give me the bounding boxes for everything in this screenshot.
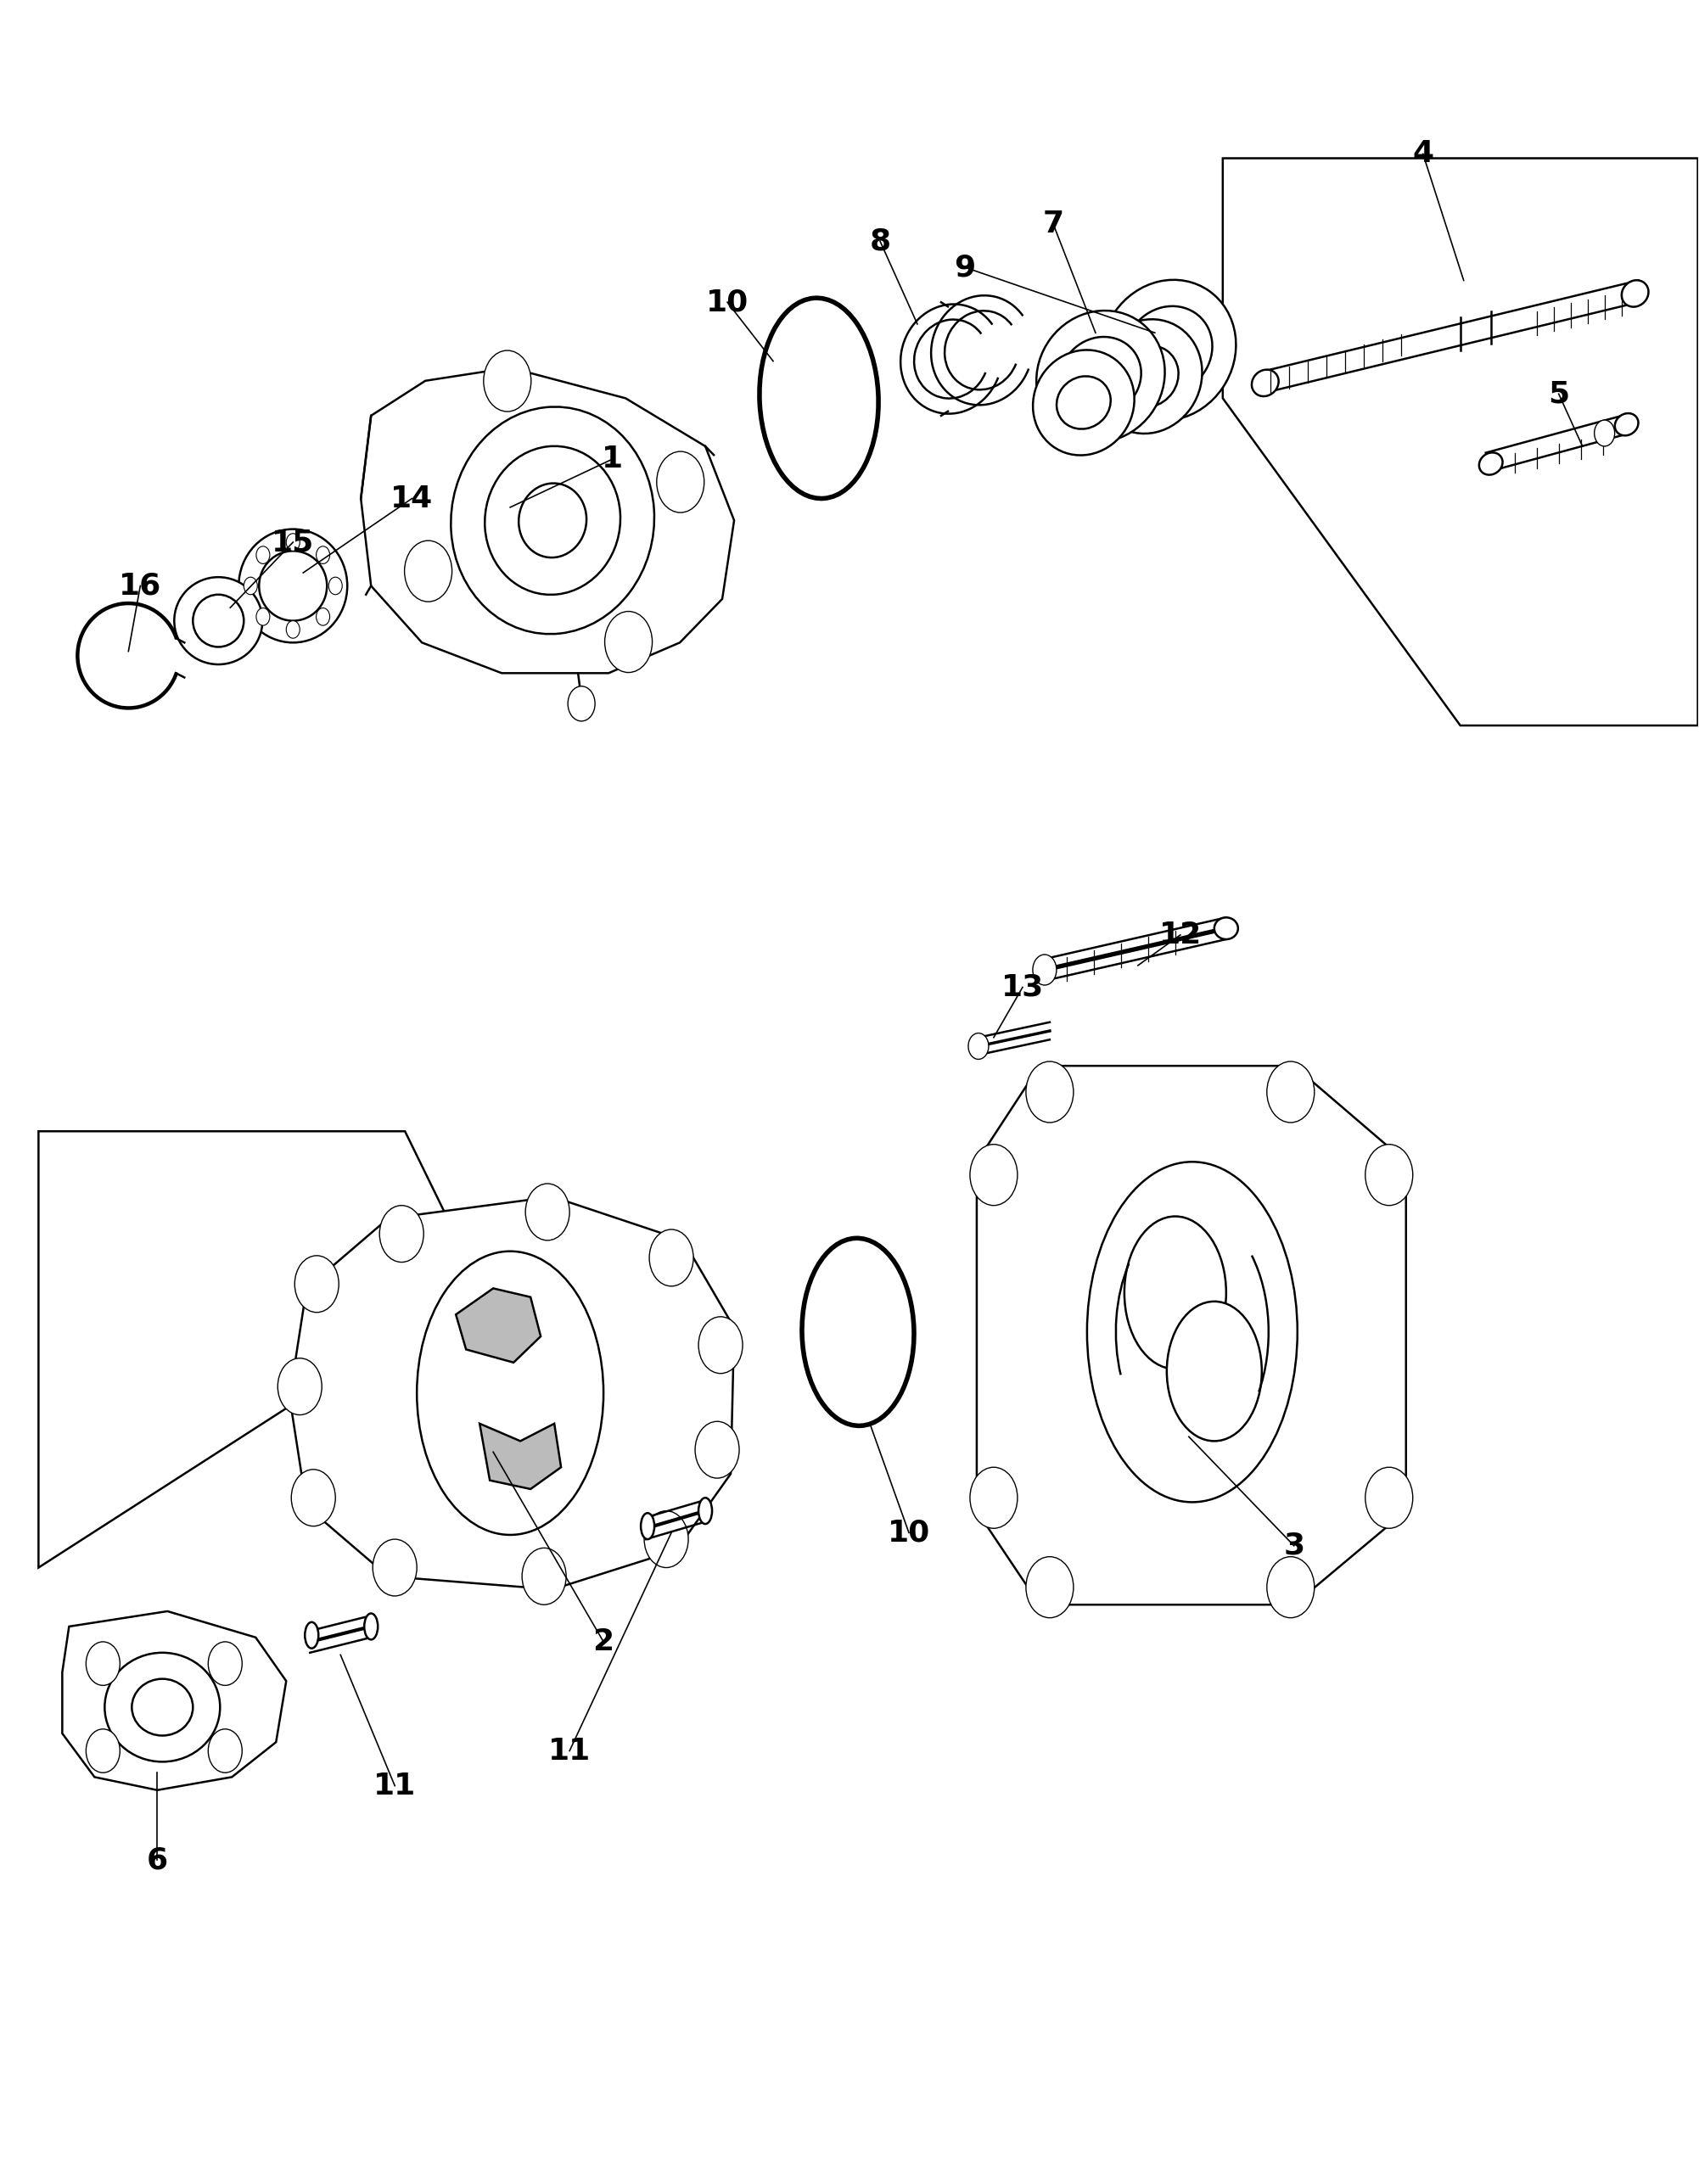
Ellipse shape [1215, 917, 1239, 939]
Ellipse shape [238, 529, 347, 642]
Circle shape [379, 1206, 423, 1262]
Circle shape [316, 607, 330, 625]
Circle shape [87, 1730, 121, 1773]
Ellipse shape [1057, 376, 1111, 428]
Ellipse shape [518, 483, 586, 557]
Text: 11: 11 [374, 1771, 416, 1800]
Text: 7: 7 [1043, 210, 1064, 238]
Text: 6: 6 [146, 1845, 168, 1874]
Text: 15: 15 [272, 529, 314, 557]
Ellipse shape [1118, 345, 1179, 406]
Ellipse shape [1149, 330, 1189, 369]
Ellipse shape [304, 1623, 318, 1649]
Circle shape [404, 542, 452, 601]
Ellipse shape [364, 1614, 377, 1640]
Circle shape [1026, 1557, 1074, 1618]
Circle shape [567, 686, 595, 721]
Ellipse shape [1167, 1302, 1262, 1441]
Circle shape [209, 1730, 241, 1773]
Circle shape [970, 1468, 1018, 1529]
Circle shape [1366, 1468, 1414, 1529]
Text: 12: 12 [1159, 919, 1201, 950]
Text: 13: 13 [1001, 972, 1043, 1002]
Circle shape [1594, 419, 1614, 446]
Circle shape [291, 1470, 335, 1527]
Text: 14: 14 [391, 485, 433, 513]
Ellipse shape [698, 1498, 712, 1524]
Text: 10: 10 [707, 288, 749, 317]
Circle shape [1267, 1557, 1315, 1618]
Text: 2: 2 [593, 1627, 613, 1655]
Ellipse shape [1033, 349, 1135, 454]
Circle shape [649, 1230, 693, 1286]
Ellipse shape [1094, 319, 1203, 435]
Text: 16: 16 [119, 572, 161, 601]
Circle shape [257, 546, 270, 563]
Polygon shape [360, 367, 734, 673]
Ellipse shape [450, 406, 654, 633]
Circle shape [372, 1540, 416, 1597]
Ellipse shape [1087, 1162, 1298, 1503]
Text: 9: 9 [955, 253, 975, 282]
Circle shape [294, 1256, 338, 1313]
Circle shape [316, 546, 330, 563]
Ellipse shape [1084, 358, 1118, 393]
Ellipse shape [175, 577, 262, 664]
Polygon shape [63, 1612, 285, 1791]
Text: 3: 3 [1283, 1531, 1305, 1559]
Text: 5: 5 [1548, 380, 1570, 408]
Ellipse shape [105, 1653, 221, 1762]
Ellipse shape [1036, 310, 1166, 441]
Ellipse shape [802, 1238, 914, 1426]
Ellipse shape [1060, 336, 1142, 415]
Circle shape [605, 612, 652, 673]
Ellipse shape [641, 1514, 654, 1540]
Ellipse shape [1252, 369, 1279, 395]
Polygon shape [479, 1424, 561, 1489]
Text: 8: 8 [870, 227, 890, 256]
Ellipse shape [1125, 306, 1213, 395]
Ellipse shape [1614, 413, 1638, 435]
Circle shape [209, 1642, 241, 1686]
Ellipse shape [416, 1251, 603, 1535]
Polygon shape [1223, 157, 1697, 725]
Circle shape [243, 577, 257, 594]
Circle shape [968, 1033, 989, 1059]
Circle shape [970, 1144, 1018, 1206]
Circle shape [656, 452, 703, 513]
Text: 1: 1 [601, 446, 622, 474]
Polygon shape [455, 1289, 540, 1363]
Circle shape [285, 620, 299, 638]
Circle shape [525, 1184, 569, 1241]
Ellipse shape [1101, 280, 1235, 422]
Ellipse shape [1125, 1216, 1227, 1369]
Circle shape [328, 577, 341, 594]
Circle shape [1267, 1061, 1315, 1123]
Polygon shape [39, 1131, 479, 1568]
Text: 11: 11 [549, 1736, 591, 1765]
Circle shape [1366, 1144, 1414, 1206]
Polygon shape [289, 1197, 734, 1590]
Polygon shape [977, 1066, 1407, 1605]
Circle shape [698, 1317, 742, 1374]
Text: 4: 4 [1412, 140, 1434, 168]
Circle shape [522, 1548, 566, 1605]
Ellipse shape [133, 1679, 194, 1736]
Ellipse shape [1621, 280, 1648, 306]
Circle shape [257, 607, 270, 625]
Ellipse shape [258, 550, 326, 620]
Circle shape [277, 1358, 321, 1415]
Ellipse shape [759, 297, 878, 498]
Circle shape [87, 1642, 121, 1686]
Ellipse shape [484, 446, 620, 594]
Circle shape [285, 533, 299, 550]
Text: 10: 10 [887, 1518, 931, 1546]
Circle shape [1026, 1061, 1074, 1123]
Circle shape [695, 1422, 739, 1479]
Ellipse shape [194, 594, 243, 646]
Circle shape [484, 349, 532, 411]
Circle shape [644, 1511, 688, 1568]
Ellipse shape [1480, 452, 1502, 474]
Circle shape [1033, 954, 1057, 985]
